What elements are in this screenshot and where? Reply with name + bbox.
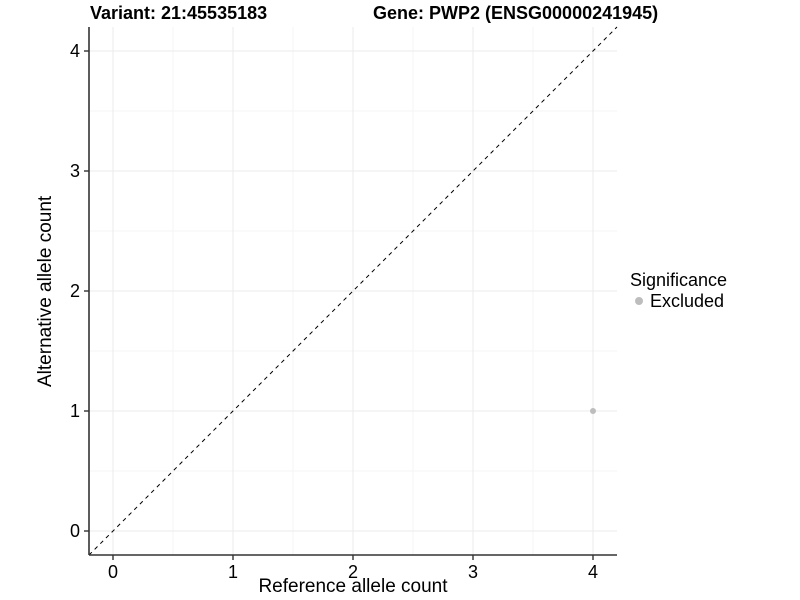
y-tick-label: 2: [70, 281, 80, 301]
legend-item-excluded: Excluded: [630, 292, 727, 310]
x-tick-label: 4: [588, 562, 598, 582]
y-tick-label: 0: [70, 521, 80, 541]
x-tick-label: 3: [468, 562, 478, 582]
y-axis-title: Alternative allele count: [35, 195, 56, 387]
legend-item-label: Excluded: [650, 291, 725, 311]
legend: Significance Excluded: [630, 270, 727, 310]
y-tick-label: 4: [70, 41, 80, 61]
variant-title: Variant: 21:45535183: [90, 3, 268, 23]
x-tick-label: 1: [228, 562, 238, 582]
legend-title: Significance: [630, 270, 728, 290]
excluded-point-icon: [635, 297, 643, 305]
x-tick-label: 0: [108, 562, 118, 582]
y-tick-label: 3: [70, 161, 80, 181]
gene-title: Gene: PWP2 (ENSG00000241945): [373, 3, 659, 23]
y-tick-label: 1: [70, 401, 80, 421]
x-tick-label: 2: [348, 562, 358, 582]
data-point: [590, 408, 596, 414]
x-axis-title: Reference allele count: [258, 576, 448, 597]
